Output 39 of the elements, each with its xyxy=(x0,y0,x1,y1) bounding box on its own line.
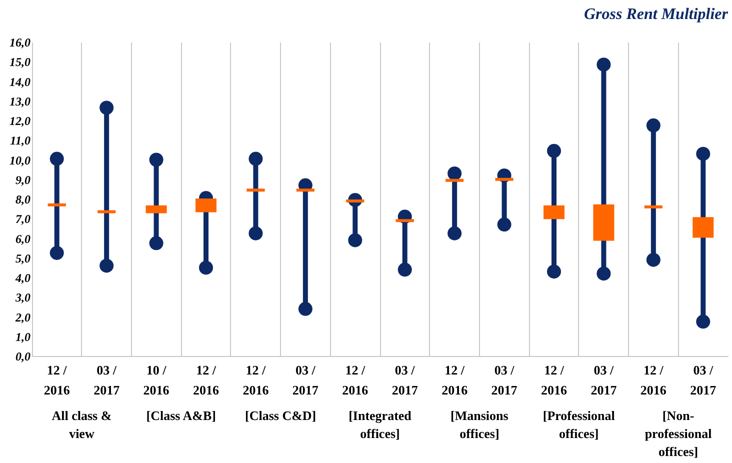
y-tick-label: 13,0 xyxy=(10,94,30,108)
y-tick-label: 15,0 xyxy=(10,55,30,70)
x-tick-label: 12 / 2016 xyxy=(640,362,667,398)
x-tick-label: 03 / 2017 xyxy=(292,362,319,398)
y-tick-label: 9,0 xyxy=(16,172,30,187)
y-tick-label: 8,0 xyxy=(16,192,30,206)
text: [Class A&B] xyxy=(146,408,216,423)
y-tick-label: 6,0 xyxy=(16,232,30,246)
y-tick-label: 4,0 xyxy=(14,271,30,285)
x-tick-label: 12 / 2016 xyxy=(242,362,270,398)
y-tick-label: 12,0 xyxy=(10,114,30,128)
text: [Integrated offices] xyxy=(348,408,412,441)
y-tick-label: 2,0 xyxy=(14,310,30,324)
x-tick-label: 10 / 2016 xyxy=(143,362,170,398)
x-tick-label: 12 / 2016 xyxy=(541,362,568,398)
y-tick-label: 1,0 xyxy=(16,330,30,344)
text: [Mansions offices] xyxy=(450,408,508,441)
y-tick-label: 10,0 xyxy=(10,153,30,168)
x-tick-label: 03 / 2017 xyxy=(690,362,717,398)
x-tick-label: 03 / 2017 xyxy=(94,362,120,398)
text: [Non-professional offices] xyxy=(644,408,712,459)
x-tick-label: 12 / 2016 xyxy=(342,362,369,398)
y-tick-label: 7,0 xyxy=(16,212,30,226)
x-tick-label: 03 / 2017 xyxy=(392,362,418,398)
y-tick-label: 5,0 xyxy=(16,251,30,266)
text: All class & view xyxy=(52,408,112,441)
text: [Class C&D] xyxy=(245,408,316,423)
y-tick-label: 14,0 xyxy=(10,74,30,89)
y-tick-label: 16,0 xyxy=(10,36,30,50)
x-tick-label: 03 / 2017 xyxy=(590,362,618,398)
x-tick-label: 12 / 2016 xyxy=(442,362,468,398)
y-tick-label: 11,0 xyxy=(10,134,30,148)
text: [Professional offices] xyxy=(542,408,616,441)
x-tick-label: 12 / 2016 xyxy=(193,362,220,398)
x-tick-label: 12 / 2016 xyxy=(44,362,70,398)
y-tick-label: 0,0 xyxy=(16,350,30,364)
chart-title: Gross Rent Multiplier xyxy=(584,6,729,23)
x-tick-label: 03 / 2017 xyxy=(491,362,518,398)
y-tick-label: 3,0 xyxy=(14,290,30,305)
